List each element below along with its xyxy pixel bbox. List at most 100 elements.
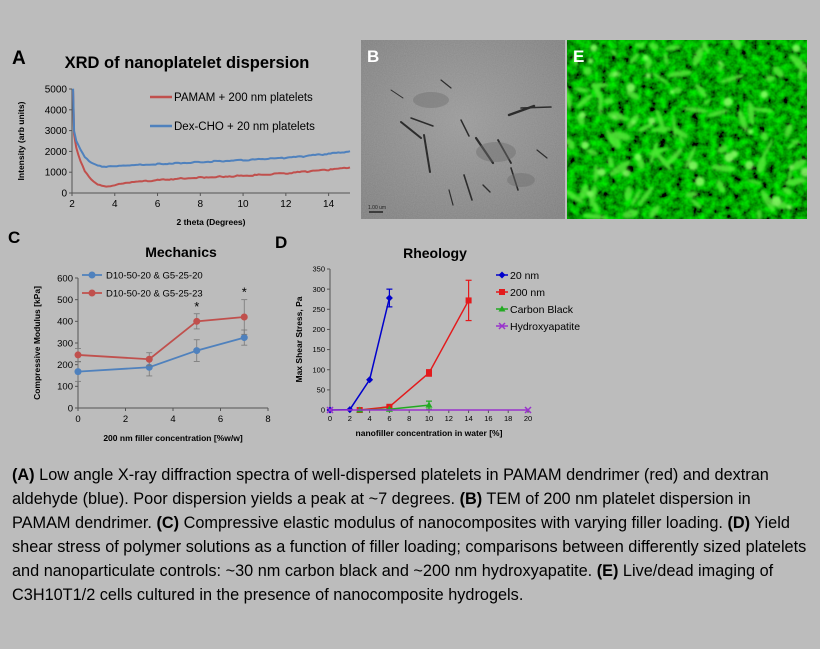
cell — [690, 199, 702, 209]
cell — [711, 164, 736, 172]
x-tick-label: 12 — [280, 199, 292, 210]
caption-text: Compressive elastic modulus of nanocompo… — [179, 514, 728, 532]
panel-letter-d: D — [275, 233, 288, 252]
cell — [718, 63, 725, 72]
cell — [622, 209, 639, 219]
cell — [567, 190, 584, 204]
data-point — [524, 406, 532, 414]
legend-label: D10-50-20 & G5-25-20 — [106, 271, 203, 282]
y-tick-label: 50 — [317, 385, 325, 394]
cell — [574, 87, 590, 93]
x-tick-label: 14 — [464, 414, 472, 423]
cell — [610, 49, 617, 57]
data-point — [385, 294, 393, 302]
tem-micrograph: 1.00 um B — [361, 40, 565, 219]
cell — [612, 133, 621, 149]
cell — [567, 138, 575, 150]
y-tick-label: 350 — [312, 265, 325, 274]
cell-nucleus — [587, 58, 594, 64]
cell-nucleus — [717, 60, 722, 65]
cell — [592, 82, 604, 104]
cell — [626, 90, 640, 100]
cell — [719, 74, 744, 84]
cell-nucleus — [631, 120, 636, 125]
caption-panel-ref: (E) — [596, 562, 619, 580]
cell — [784, 123, 793, 138]
series-line-0 — [72, 91, 351, 188]
cell-nucleus — [792, 44, 800, 52]
cell — [609, 160, 631, 176]
y-tick-label: 4000 — [45, 105, 68, 116]
y-axis-label: Compressive Modulus [kPa] — [32, 286, 42, 400]
series-line-1 — [359, 300, 470, 411]
legend-marker — [88, 289, 96, 297]
data-point — [425, 401, 433, 408]
significance-star: * — [194, 299, 199, 314]
cell — [651, 72, 669, 85]
x-tick-label: 6 — [155, 199, 161, 210]
cell — [750, 107, 774, 113]
series-line-0 — [329, 297, 391, 411]
cell — [637, 157, 645, 170]
cell — [638, 186, 654, 206]
y-axis-label: Max Shear Stress, Pa — [294, 296, 304, 382]
cell-nucleus — [786, 204, 793, 210]
x-tick-label: 6 — [387, 414, 391, 423]
data-point — [240, 313, 248, 321]
cell — [684, 146, 696, 169]
caption-text: TEM of 200 nm platelet dispersion in PAM… — [12, 490, 751, 532]
panel-letter-c: C — [8, 228, 21, 247]
fluorescence-micrograph: E — [567, 40, 807, 219]
cell — [607, 156, 614, 168]
y-tick-label: 100 — [312, 365, 325, 374]
cell — [654, 150, 672, 171]
legend-label: PAMAM + 200 nm platelets — [174, 92, 313, 104]
cell — [665, 44, 681, 51]
data-point — [366, 376, 374, 384]
legend-marker — [498, 305, 506, 312]
cell-nucleus — [747, 128, 754, 135]
x-tick-label: 12 — [445, 414, 453, 423]
y-tick-label: 300 — [57, 338, 73, 349]
data-point — [145, 355, 153, 363]
legend-marker — [498, 322, 506, 330]
legend-label: 20 nm — [510, 270, 539, 282]
cell-nucleus — [648, 117, 656, 125]
y-tick-label: 5000 — [45, 85, 68, 96]
chart-title: Rheology — [403, 245, 467, 261]
cell — [761, 190, 775, 212]
cell — [603, 97, 614, 105]
y-tick-label: 2000 — [45, 147, 68, 158]
legend-label: 200 nm — [510, 287, 545, 299]
series-line-0 — [77, 336, 245, 373]
y-tick-label: 0 — [321, 406, 325, 415]
x-axis-label: nanofiller concentration in water [%] — [356, 428, 503, 438]
cell-nucleus — [723, 97, 733, 107]
legend-label: Dex-CHO + 20 nm platelets — [174, 121, 315, 133]
cell — [678, 136, 685, 145]
chart-a-xrd: 2 4 6 8 10 12 14 0 1000 2000 3000 4000 5000 XRD of na… — [16, 54, 351, 227]
caption-text: Low angle X-ray diffraction spectra of w… — [12, 466, 769, 508]
y-tick-label: 3000 — [45, 126, 68, 137]
cell-nucleus — [612, 72, 618, 77]
caption-text: Live/dead imaging of C3H10T1/2 cells cul… — [12, 562, 774, 604]
cell-nucleus — [612, 115, 617, 120]
caption-panel-ref: (A) — [12, 466, 35, 484]
cell — [667, 70, 692, 78]
x-tick-label: 8 — [198, 199, 204, 210]
cell-nucleus — [590, 44, 598, 52]
legend-label: Hydroxyapatite — [510, 321, 580, 333]
data-point — [74, 351, 82, 359]
cell — [732, 40, 742, 49]
x-tick-label: 4 — [112, 199, 118, 210]
y-tick-label: 300 — [312, 285, 325, 294]
chart-title: Mechanics — [145, 244, 217, 260]
y-tick-label: 200 — [57, 360, 73, 371]
y-tick-label: 150 — [312, 345, 325, 354]
cell — [647, 147, 670, 155]
caption-panel-ref: (B) — [459, 490, 483, 508]
cell — [703, 98, 711, 106]
x-tick-label: 18 — [504, 414, 512, 423]
cell-nucleus — [695, 176, 705, 187]
x-tick-label: 4 — [368, 414, 372, 423]
